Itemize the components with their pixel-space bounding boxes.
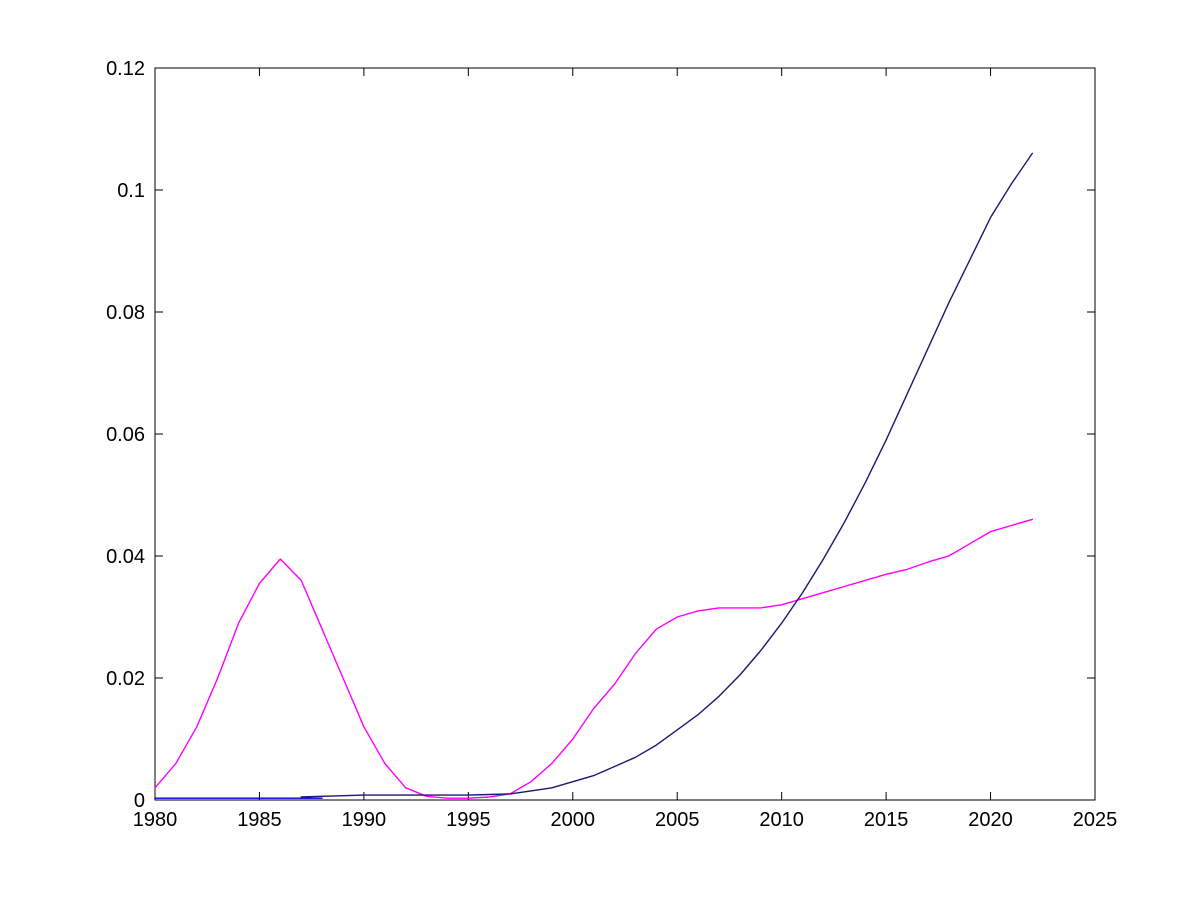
x-tick-label: 2020 bbox=[968, 809, 1013, 831]
x-tick-label: 1995 bbox=[446, 809, 491, 831]
y-tick-label: 0 bbox=[134, 790, 145, 812]
x-tick-label: 2000 bbox=[551, 809, 596, 831]
y-tick-label: 0.12 bbox=[106, 58, 145, 80]
x-tick-label: 1985 bbox=[237, 809, 282, 831]
x-tick-label: 2010 bbox=[759, 809, 804, 831]
y-tick-label: 0.06 bbox=[106, 424, 145, 446]
x-tick-label: 1980 bbox=[133, 809, 178, 831]
y-tick-label: 0.08 bbox=[106, 302, 145, 324]
magenta-line bbox=[154, 518, 1034, 799]
x-tick-label: 2015 bbox=[864, 809, 909, 831]
plot-series bbox=[154, 152, 1034, 799]
axis-ticks bbox=[154, 67, 1096, 801]
y-tick-label: 0.1 bbox=[117, 180, 145, 202]
y-tick-label: 0.04 bbox=[106, 546, 145, 568]
x-tick-label: 1990 bbox=[342, 809, 387, 831]
x-tick-label: 2025 bbox=[1073, 809, 1118, 831]
y-tick-label: 0.02 bbox=[106, 668, 145, 690]
dark-rising-line bbox=[300, 152, 1034, 798]
axis-tick-labels: 1980 1985 1990 1995 2000 2005 2010 2015 2020 2025… bbox=[106, 58, 1117, 831]
x-tick-label: 2005 bbox=[655, 809, 700, 831]
